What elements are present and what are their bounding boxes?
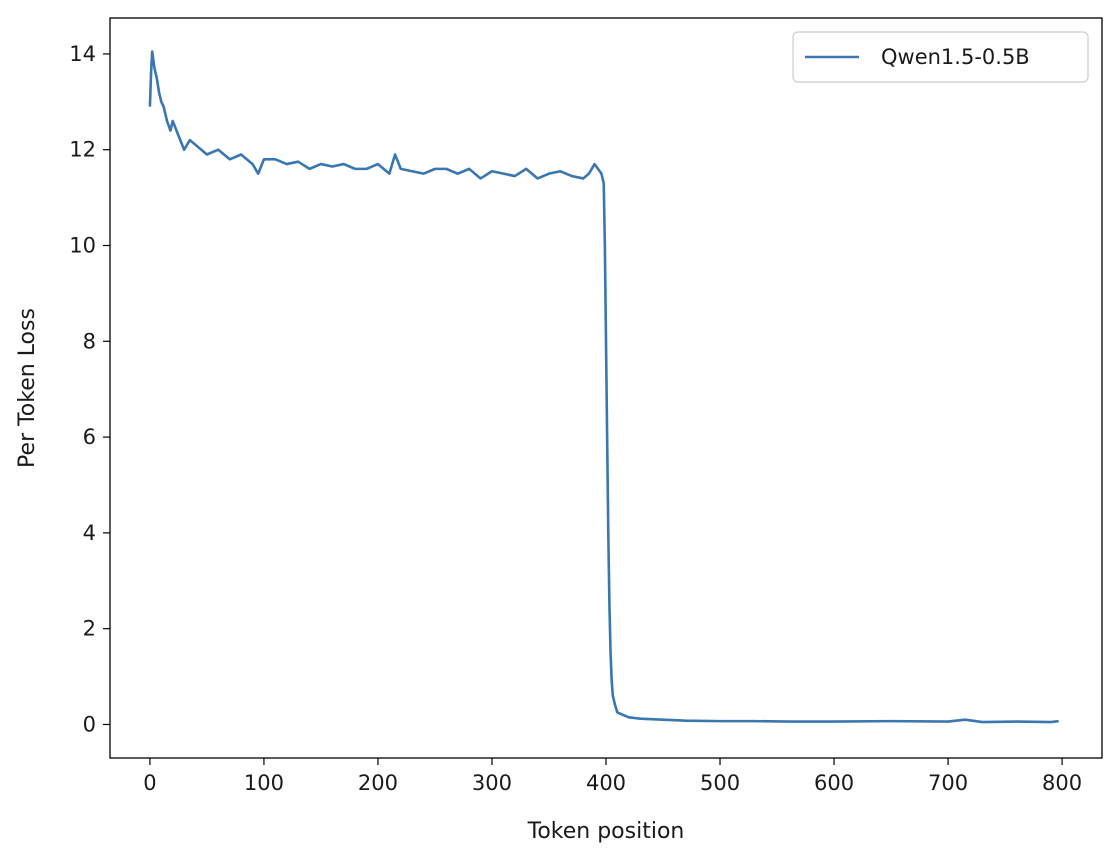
- y-tick-label: 10: [69, 234, 96, 258]
- x-axis: 0 100 200 300 400 500 600 700 800: [143, 758, 1082, 795]
- y-tick-label: 0: [83, 712, 96, 736]
- x-tick-label: 100: [244, 771, 284, 795]
- x-tick-label: 0: [143, 771, 156, 795]
- y-axis-label: Per Token Loss: [15, 308, 40, 468]
- y-tick-label: 2: [83, 617, 96, 641]
- legend-box: [792, 31, 1089, 83]
- x-axis-label: Token position: [527, 819, 685, 844]
- y-tick-label: 6: [83, 425, 96, 449]
- y-tick-label: 4: [83, 521, 96, 545]
- x-tick-label: 300: [472, 771, 512, 795]
- x-tick-label: 500: [700, 771, 740, 795]
- plot-area: [148, 50, 1059, 724]
- x-tick-label: 700: [928, 771, 968, 795]
- y-tick-label: 12: [69, 138, 96, 162]
- x-tick-label: 600: [814, 771, 854, 795]
- x-tick-label: 400: [586, 771, 626, 795]
- x-tick-label: 200: [358, 771, 398, 795]
- y-axis: 0 2 4 6 8 10 12 14: [69, 42, 110, 736]
- legend-label: Qwen1.5-0.5B: [881, 45, 1030, 69]
- series-line-0: [148, 50, 1059, 724]
- x-tick-label: 800: [1042, 771, 1082, 795]
- y-tick-label: 8: [83, 329, 96, 353]
- y-tick-label: 14: [69, 42, 96, 66]
- legend: Qwen1.5-0.5B: [792, 31, 1089, 83]
